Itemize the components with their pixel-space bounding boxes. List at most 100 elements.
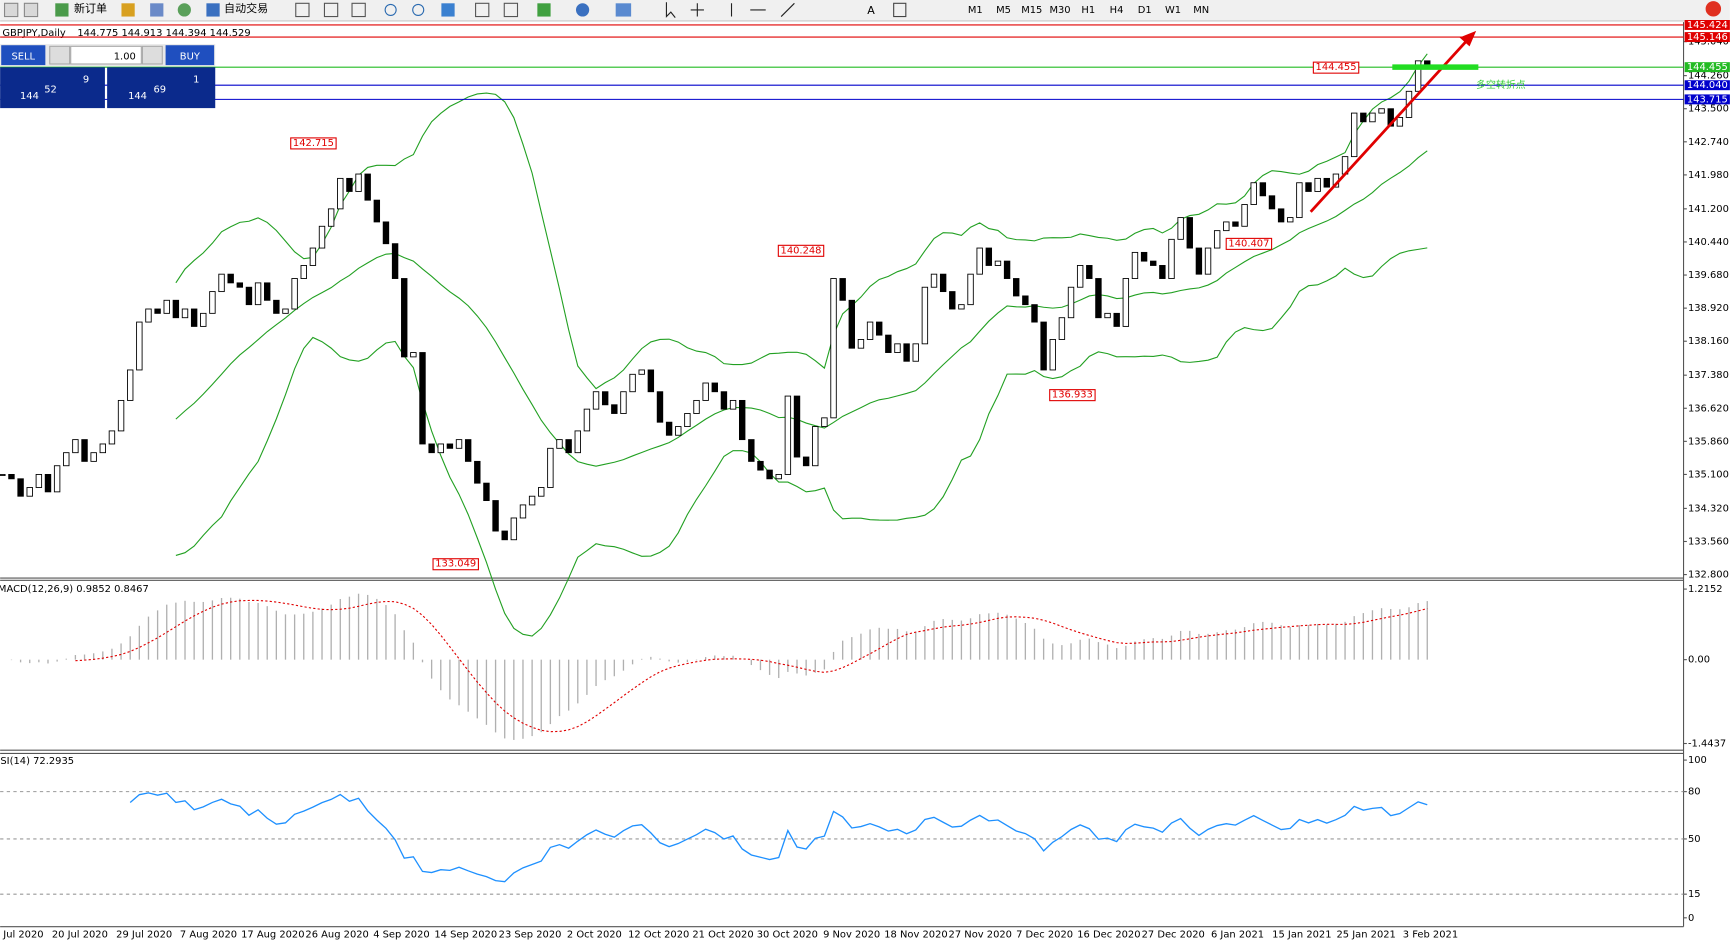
icon[interactable] <box>475 2 490 18</box>
icon[interactable] <box>537 3 551 17</box>
cursor-icon[interactable] <box>665 2 676 18</box>
candle <box>748 439 755 462</box>
candle <box>1232 221 1239 227</box>
candle <box>528 495 536 506</box>
y-tick-label: 136.620 <box>1688 403 1729 414</box>
candle <box>373 199 381 223</box>
icon[interactable] <box>295 2 310 18</box>
timeframe-button[interactable]: W1 <box>1165 5 1181 16</box>
candle <box>218 273 225 293</box>
candle <box>1003 260 1011 279</box>
lot-input[interactable] <box>70 45 142 65</box>
icon[interactable] <box>615 3 632 17</box>
crosshair-icon[interactable] <box>690 3 704 17</box>
macd-title: MACD(12,26,9) 0.9852 0.8467 <box>0 584 149 595</box>
candle <box>1049 339 1056 371</box>
candle <box>1186 217 1193 249</box>
timeframe-button[interactable]: D1 <box>1138 5 1152 16</box>
candle <box>866 321 874 340</box>
icon[interactable] <box>503 2 519 18</box>
x-tick-label: 2 Oct 2020 <box>567 929 622 940</box>
text-icon[interactable]: A <box>867 4 875 17</box>
sell-button[interactable] <box>1 45 46 66</box>
annotation-box <box>777 244 825 257</box>
sell-label[interactable]: SELL <box>11 51 35 62</box>
new-order-button[interactable]: 新订单 <box>74 1 107 15</box>
candle <box>44 473 52 493</box>
icon[interactable] <box>3 2 19 18</box>
macd-signal <box>75 599 1428 733</box>
candle <box>1104 312 1111 319</box>
candle <box>8 473 15 480</box>
icon[interactable] <box>323 2 339 18</box>
candle <box>693 399 700 414</box>
y-tick-label: 138.920 <box>1688 303 1729 314</box>
line-icons[interactable] <box>730 2 795 17</box>
buy-price-box[interactable] <box>107 67 216 109</box>
x-tick-label: 3 Feb 2021 <box>1403 929 1458 940</box>
lot-value[interactable]: 1.00 <box>114 51 136 62</box>
candle <box>1250 182 1257 205</box>
notification-badge[interactable] <box>1705 1 1722 17</box>
candle <box>538 487 545 497</box>
candle <box>1277 208 1285 223</box>
candle <box>510 517 518 541</box>
timeframe-button[interactable]: H4 <box>1110 5 1124 16</box>
new-order-icon[interactable] <box>55 3 69 17</box>
candle <box>291 278 298 310</box>
candle <box>1113 312 1120 327</box>
x-tick-label: 30 Oct 2020 <box>757 929 818 940</box>
candle <box>812 426 819 467</box>
candle <box>702 382 709 401</box>
timeframe-button[interactable]: M30 <box>1049 5 1070 16</box>
candle <box>26 487 33 497</box>
candle <box>474 460 481 484</box>
timeframe-button[interactable]: M15 <box>1021 5 1042 16</box>
annotation-box <box>1225 237 1273 250</box>
auto-trading-button[interactable]: 自动交易 <box>224 1 268 15</box>
candle <box>1369 112 1376 123</box>
label-icon[interactable] <box>893 2 907 18</box>
icon[interactable] <box>412 3 425 16</box>
buy-button[interactable] <box>165 45 215 66</box>
rsi-tick-label: 100 <box>1688 755 1707 766</box>
candle <box>1414 60 1422 92</box>
x-tick-label: 25 Jan 2021 <box>1336 929 1395 940</box>
bollinger-band <box>175 53 1428 390</box>
candle <box>1213 230 1221 249</box>
trade-panel: SELL 1.00 BUY 144 52 9 144 69 1 <box>0 44 216 109</box>
icon[interactable] <box>575 3 590 17</box>
buy-price-pips: 69 <box>153 84 166 95</box>
icon[interactable] <box>177 3 191 17</box>
y-tick-label: 142.740 <box>1688 137 1729 148</box>
level-label: 145.146 <box>1687 32 1728 43</box>
candle <box>1095 278 1102 319</box>
icon[interactable] <box>23 2 39 18</box>
icon[interactable] <box>351 2 366 18</box>
candle <box>1314 177 1321 192</box>
buy-label[interactable]: BUY <box>180 51 201 62</box>
y-tick-label: 135.100 <box>1688 469 1729 480</box>
candle <box>318 225 326 249</box>
timeframe-button[interactable]: MN <box>1193 5 1209 16</box>
bollinger-band <box>175 150 1428 467</box>
icon[interactable] <box>121 3 135 17</box>
candle <box>848 299 856 349</box>
macd-tick-label: 1.2152 <box>1688 584 1723 595</box>
timeframe-button[interactable]: M5 <box>996 5 1011 16</box>
timeframe-button[interactable]: M1 <box>968 5 983 16</box>
level-label-bg <box>1684 20 1730 30</box>
candle <box>1241 204 1248 227</box>
auto-trading-icon[interactable] <box>206 3 220 17</box>
icon[interactable] <box>150 3 164 17</box>
macd-tick-label: 0.00 <box>1688 655 1710 666</box>
timeframe-button[interactable]: H1 <box>1081 5 1095 16</box>
lot-down[interactable] <box>49 45 71 65</box>
icon[interactable] <box>384 3 397 16</box>
lot-up[interactable] <box>141 45 163 65</box>
icon[interactable] <box>441 3 455 17</box>
x-tick-label: 6 Jan 2021 <box>1211 929 1264 940</box>
x-tick-label: 29 Jul 2020 <box>116 929 172 940</box>
sell-price-box[interactable] <box>0 67 105 109</box>
